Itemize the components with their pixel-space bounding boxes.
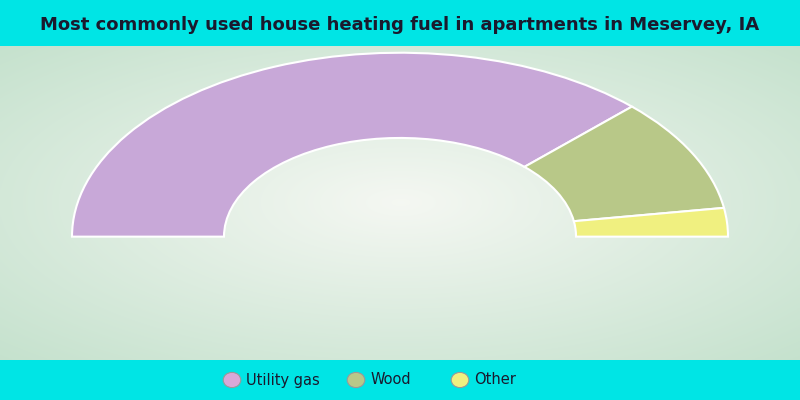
Ellipse shape — [347, 372, 365, 388]
Ellipse shape — [223, 372, 241, 388]
Text: Wood: Wood — [370, 372, 411, 388]
Text: Most commonly used house heating fuel in apartments in Meservey, IA: Most commonly used house heating fuel in… — [41, 16, 759, 34]
Wedge shape — [72, 53, 632, 237]
Ellipse shape — [451, 372, 469, 388]
Wedge shape — [525, 106, 724, 221]
Text: Utility gas: Utility gas — [246, 372, 320, 388]
Wedge shape — [574, 208, 728, 237]
Text: Other: Other — [474, 372, 516, 388]
